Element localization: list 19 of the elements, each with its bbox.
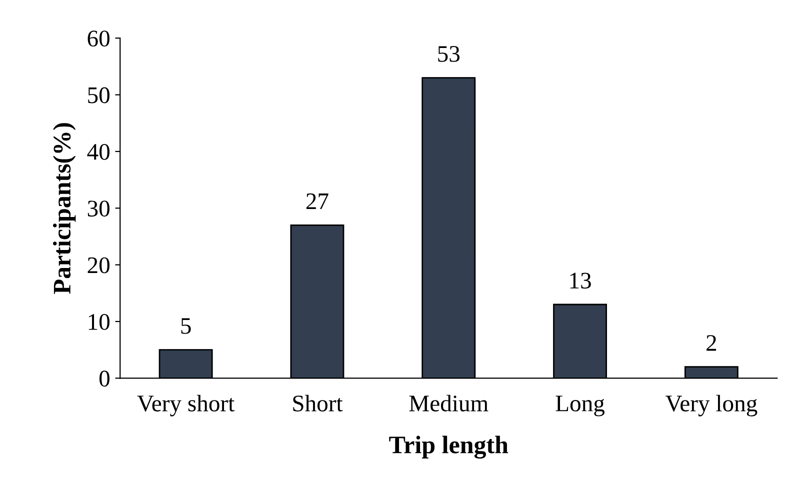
y-tick-label: 60 bbox=[88, 30, 110, 47]
y-tick-label: 50 bbox=[88, 87, 110, 104]
y-tick-label: 10 bbox=[88, 314, 110, 330]
x-tick-label: Long bbox=[556, 396, 605, 416]
y-axis-title: Participants(%) bbox=[52, 123, 76, 294]
x-tick-label: Very long bbox=[665, 394, 758, 416]
y-tick-label: 40 bbox=[87, 144, 110, 160]
x-tick-label: Medium bbox=[409, 394, 488, 412]
data-label: 2 bbox=[706, 335, 716, 351]
y-tick-label: 0 bbox=[99, 370, 110, 387]
data-label: 13 bbox=[570, 272, 591, 289]
x-axis-title: Trip length bbox=[389, 436, 508, 459]
x-tick-label: Short bbox=[293, 394, 343, 412]
y-tick-label: 20 bbox=[88, 257, 110, 274]
data-label: 53 bbox=[438, 46, 460, 62]
x-tick-label: Very short bbox=[137, 394, 235, 416]
data-label: 5 bbox=[181, 318, 191, 334]
data-label: 27 bbox=[306, 193, 328, 210]
y-tick-label: 30 bbox=[88, 200, 110, 217]
